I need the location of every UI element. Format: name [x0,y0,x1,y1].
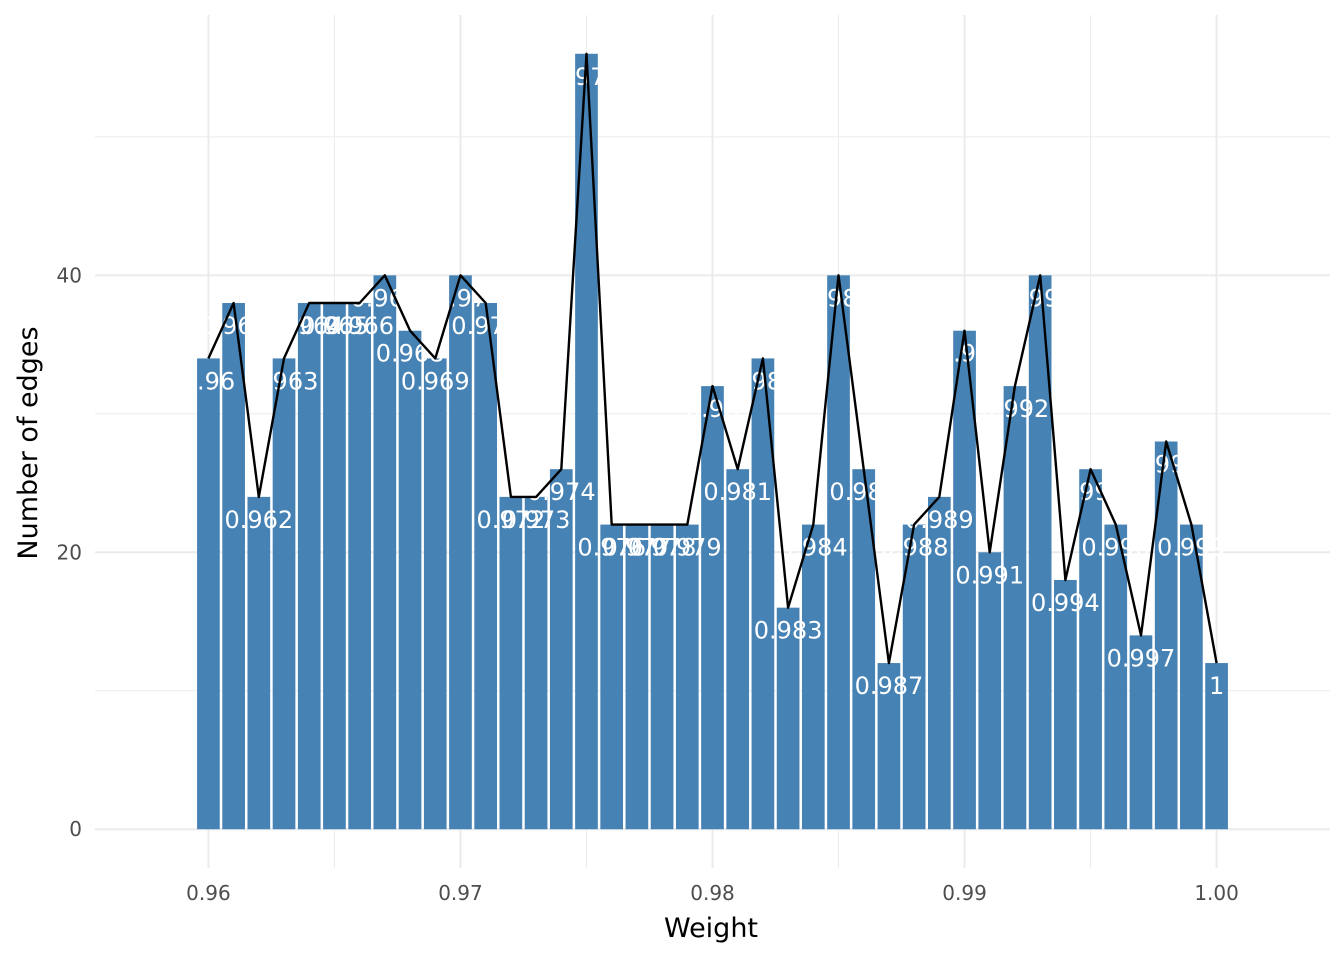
bar [222,303,245,830]
y-tick-label: 20 [57,540,82,564]
tick-label-layer: 0.96 0.97 0.98 0.99 1.00 0 20 40 [57,263,1239,905]
line-layer [207,52,1218,665]
bar [297,303,321,830]
data-label: 0.974 [527,478,596,506]
data-label: 0.997 [1107,644,1176,672]
data-label: 0.991 [955,561,1024,589]
data-label: 0.962 [224,506,293,534]
data-label: 0.96 [182,367,235,395]
bar [902,524,926,830]
data-label: 0.967 [350,284,419,312]
bar [323,303,346,830]
x-axis-title: Weight [664,913,758,944]
y-tick-label: 0 [69,817,82,841]
y-axis-title: Number of edges [13,326,44,559]
bar [575,53,598,830]
bar [852,469,876,830]
data-label: 0.977 [603,534,672,562]
bar [675,524,699,830]
data-label: 0.998 [1132,451,1201,479]
data-label: 0.978 [628,534,697,562]
bar [373,275,397,830]
data-label: 0.963 [250,367,319,395]
bar [927,496,951,830]
data-label: 0.961 [199,312,268,340]
data-label: 0.982 [729,367,798,395]
data-label: 0.989 [905,506,974,534]
bar [827,275,850,830]
data-label: 0.992 [981,395,1050,423]
bar [1079,469,1102,830]
bar [197,358,220,830]
bar [1154,441,1178,830]
y-tick-label: 40 [57,263,82,287]
bar [877,663,901,830]
bar [1205,663,1228,830]
bar [247,496,271,830]
bar [423,358,447,830]
bar [524,496,548,830]
bar [499,496,523,830]
bar [650,524,674,830]
data-label: 0.971 [451,312,520,340]
data-label: 0.98 [686,395,739,423]
bar-layer [197,53,1228,830]
bar [953,330,976,830]
data-label: 0.987 [855,672,924,700]
bar [449,275,472,830]
data-label: 0.976 [577,534,646,562]
x-tick-label: 1.00 [1194,881,1239,905]
bar [1180,524,1203,830]
bar [348,303,371,830]
bar [1129,635,1153,830]
data-label: 0.988 [880,534,949,562]
data-label: 0.996 [1081,534,1150,562]
data-label: 0.968 [376,340,445,368]
bar [272,358,296,830]
x-tick-label: 0.99 [942,881,987,905]
bar [978,552,1002,830]
series-line [207,52,1218,665]
data-label: 0.966 [325,312,394,340]
data-label: 1 [1209,672,1224,700]
x-tick-label: 0.98 [690,881,735,905]
bar [474,303,498,830]
x-tick-label: 0.96 [186,881,231,905]
bar [398,330,422,830]
bar [549,469,573,830]
bar [726,469,750,830]
data-label: 0.981 [703,478,772,506]
data-label: 0.964 [275,312,344,340]
data-label: 0.97 [434,284,487,312]
bar [751,358,775,830]
x-tick-label: 0.97 [438,881,483,905]
bar [701,386,724,830]
bar [1003,386,1027,830]
data-label: 0.972 [477,506,546,534]
bar [600,524,624,830]
data-label: 0.965 [300,312,369,340]
data-label: 0.986 [829,478,898,506]
bar [1104,524,1128,830]
data-label: 0.999 [1157,534,1226,562]
bar [1028,275,1052,830]
data-label: 0.984 [779,534,848,562]
data-label: 0.995 [1056,478,1125,506]
data-label: 0.985 [804,284,873,312]
data-label: 0.979 [653,534,722,562]
bar [1054,579,1077,830]
data-label: 0.969 [401,367,470,395]
bar [776,607,800,830]
data-label: 0.983 [754,617,823,645]
bar [625,524,649,830]
data-label: 0.994 [1031,589,1100,617]
data-label: 0.99 [938,340,991,368]
data-label: 0.973 [502,506,571,534]
bar [801,524,825,830]
